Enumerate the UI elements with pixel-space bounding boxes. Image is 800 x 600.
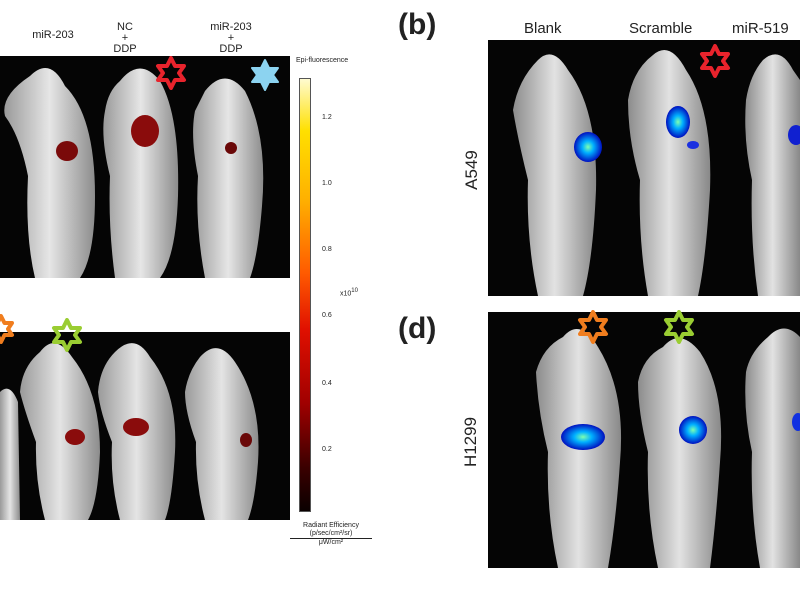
luminescence-d-1 (561, 424, 605, 450)
caption-line-1: Radiant Efficiency (303, 522, 359, 529)
mouse-d-2 (638, 338, 722, 568)
mouse-5 (20, 343, 100, 520)
column-blank: Blank (524, 20, 562, 37)
tumor-signal-1 (56, 141, 78, 161)
luminescence-b-2b (687, 141, 699, 149)
panel-d-label: (d) (398, 312, 437, 345)
mouse-group-d (536, 328, 800, 568)
mouse-b-3 (745, 54, 800, 296)
mouse-group-b (513, 50, 800, 296)
star-orange-partial-icon (0, 314, 16, 349)
mouse-b-1 (513, 54, 597, 296)
header-nc-text: NC (117, 21, 133, 33)
header-mir203-ddp: miR-203 + DDP (196, 22, 266, 55)
mouse-d-3 (745, 328, 800, 568)
tumor-signal-5 (65, 429, 85, 445)
header-nc-ddp: NC + DDP (100, 22, 150, 55)
luminescence-b-2 (666, 106, 690, 138)
luminescence-b-3 (788, 125, 800, 145)
mouse-b-2 (628, 50, 711, 296)
scale-title: Epi-fluorescence (296, 57, 349, 64)
row-label-a549: A549 (461, 150, 481, 190)
scale-exponent-base: x10 (340, 290, 352, 298)
star-green-d-icon (662, 310, 696, 349)
mouse-1 (4, 68, 96, 278)
header-mir203-ddp-sub: + DDP (219, 32, 243, 55)
mouse-2 (103, 68, 179, 278)
mouse-4 (0, 388, 20, 520)
tumor-signal-7 (240, 433, 252, 447)
scale-tick-5: 0.4 (322, 380, 332, 387)
mouse-group-a-bottom (0, 343, 259, 520)
caption-line-3: μW/cm² (318, 539, 344, 546)
imaging-panel-d (488, 312, 800, 568)
header-mir203: miR-203 (32, 29, 74, 41)
mouse-7 (185, 348, 259, 520)
color-scale-bar (299, 78, 311, 512)
star-green-icon (50, 318, 84, 357)
scale-tick-3: 0.8 (322, 246, 332, 253)
caption-line-2: (p/sec/cm²/sr) (290, 530, 372, 539)
star-red-b-icon (698, 44, 732, 83)
scale-exponent-power: 10 (351, 288, 358, 294)
row-label-h1299: H1299 (461, 416, 481, 468)
star-orange-d-icon (576, 310, 610, 349)
column-mir519: miR-519 (732, 20, 789, 37)
mouse-3 (193, 78, 264, 278)
luminescence-b-1 (574, 132, 602, 162)
tumor-signal-3 (225, 142, 237, 154)
imaging-panel-b (488, 40, 800, 296)
tumor-signal-2 (131, 115, 159, 147)
header-nc-sub: + DDP (113, 32, 137, 55)
header-mir203-ddp-text: miR-203 (210, 21, 252, 33)
scale-caption: Radiant Efficiency (p/sec/cm²/sr) μW/cm² (290, 522, 372, 547)
luminescence-d-3 (792, 413, 800, 431)
scale-tick-6: 0.2 (322, 446, 332, 453)
tumor-signal-6 (123, 418, 149, 436)
luminescence-d-2 (679, 416, 707, 444)
scale-tick-4: 0.6 (322, 312, 332, 319)
scale-tick-1: 1.2 (322, 114, 332, 121)
scale-exponent: x1010 (340, 288, 358, 297)
star-red-icon (154, 56, 188, 95)
panel-b-label: (b) (398, 8, 437, 41)
scale-tick-2: 1.0 (322, 180, 332, 187)
mouse-group-a-top (4, 68, 264, 278)
imaging-panel-a-top (0, 56, 290, 278)
star-blue-icon (248, 58, 282, 97)
column-scramble: Scramble (629, 20, 693, 37)
imaging-panel-a-bottom (0, 332, 290, 520)
